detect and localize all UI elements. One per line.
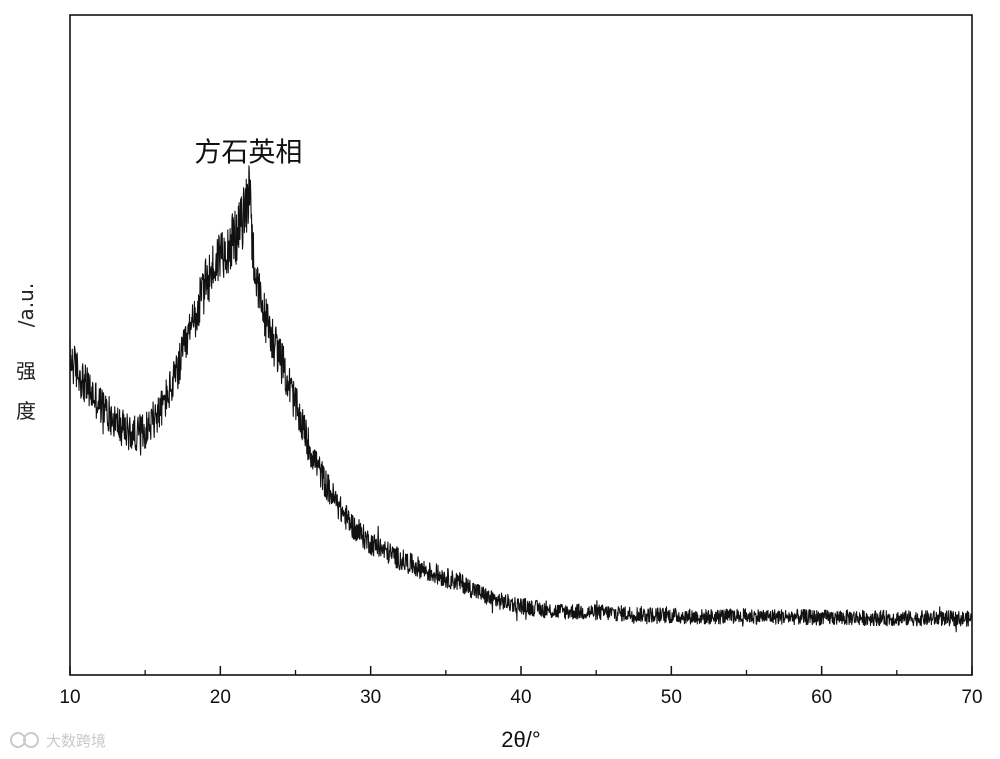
x-tick-label: 10 xyxy=(59,687,80,708)
x-tick-label: 20 xyxy=(210,687,231,708)
x-tick-label: 60 xyxy=(811,687,832,708)
x-tick-label: 50 xyxy=(661,687,682,708)
series-line xyxy=(69,165,973,633)
x-tick-label: 30 xyxy=(360,687,381,708)
peak-annotation: 方石英相 xyxy=(194,138,302,169)
logo-icon xyxy=(10,732,39,748)
x-axis-ticks xyxy=(69,666,973,675)
x-tick-label: 40 xyxy=(510,687,531,708)
series-group xyxy=(69,165,973,633)
x-axis-label: 2θ/° xyxy=(501,727,540,752)
watermark: 大数跨境 xyxy=(10,732,106,750)
annotations: 方石英相 xyxy=(194,138,302,169)
watermark-text: 大数跨境 xyxy=(46,732,106,750)
x-axis-tick-labels: 10 20 30 40 50 60 70 xyxy=(59,687,982,708)
y-axis-label: /a.u. 强 度 xyxy=(14,283,38,423)
x-tick-label: 70 xyxy=(961,687,982,708)
y-axis-label-char-2: 度 xyxy=(16,399,36,423)
plot-frame xyxy=(69,14,973,676)
y-axis-label-char-1: 强 xyxy=(16,359,36,383)
y-axis-label-unit: /a.u. xyxy=(14,283,38,327)
